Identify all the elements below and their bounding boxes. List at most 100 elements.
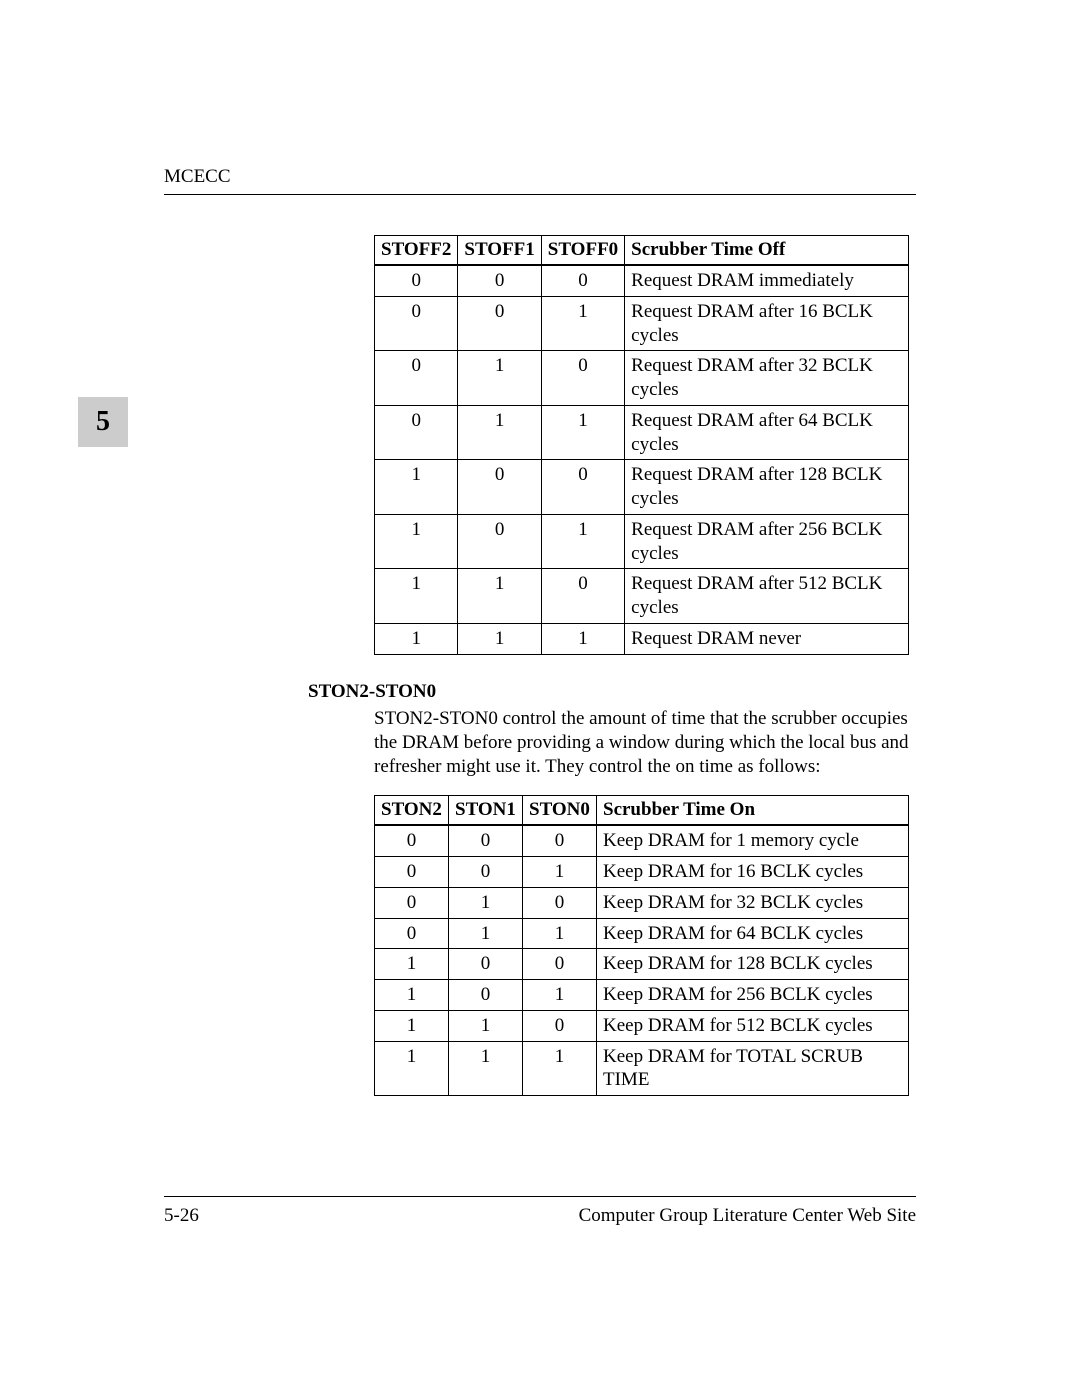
cell: 0 <box>449 949 523 980</box>
cell: 1 <box>458 351 541 406</box>
table-row: 1 0 1 Request DRAM after 256 BCLK cycles <box>375 514 909 569</box>
table-row: 0 1 0 Request DRAM after 32 BCLK cycles <box>375 351 909 406</box>
cell: 0 <box>375 265 458 296</box>
cell: Keep DRAM for 256 BCLK cycles <box>597 980 909 1011</box>
cell: 1 <box>375 980 449 1011</box>
cell: 0 <box>375 887 449 918</box>
cell: 1 <box>449 1041 523 1096</box>
header-rule <box>164 194 916 195</box>
cell: Request DRAM after 128 BCLK cycles <box>625 460 909 515</box>
cell: 0 <box>375 825 449 856</box>
cell: Request DRAM immediately <box>625 265 909 296</box>
cell: Keep DRAM for 16 BCLK cycles <box>597 857 909 888</box>
cell: Request DRAM after 256 BCLK cycles <box>625 514 909 569</box>
cell: Request DRAM never <box>625 623 909 654</box>
page: MCECC 5 STOFF2 STOFF1 STOFF0 Scrubber Ti… <box>0 0 1080 1397</box>
section-body: STON2-STON0 control the amount of time t… <box>374 707 916 780</box>
footer-right-text: Computer Group Literature Center Web Sit… <box>579 1205 916 1227</box>
cell: Request DRAM after 16 BCLK cycles <box>625 296 909 351</box>
table-row: 1 0 1 Keep DRAM for 256 BCLK cycles <box>375 980 909 1011</box>
cell: Keep DRAM for TOTAL SCRUB TIME <box>597 1041 909 1096</box>
table-row: 0 0 0 Keep DRAM for 1 memory cycle <box>375 825 909 856</box>
cell: Request DRAM after 512 BCLK cycles <box>625 569 909 624</box>
cell: 0 <box>523 887 597 918</box>
page-footer: 5-26 Computer Group Literature Center We… <box>164 1188 916 1227</box>
cell: 0 <box>541 265 624 296</box>
cell: 0 <box>523 949 597 980</box>
cell: Keep DRAM for 64 BCLK cycles <box>597 918 909 949</box>
cell: 1 <box>523 980 597 1011</box>
cell: 0 <box>541 351 624 406</box>
cell: 0 <box>523 825 597 856</box>
table-row: 1 0 0 Request DRAM after 128 BCLK cycles <box>375 460 909 515</box>
cell: 1 <box>375 1041 449 1096</box>
col-header: STON2 <box>375 796 449 826</box>
cell: 0 <box>458 296 541 351</box>
table-row: 1 1 0 Keep DRAM for 512 BCLK cycles <box>375 1010 909 1041</box>
col-header: STON0 <box>523 796 597 826</box>
cell: 0 <box>375 351 458 406</box>
table-header-row: STOFF2 STOFF1 STOFF0 Scrubber Time Off <box>375 236 909 266</box>
table-row: 0 1 1 Keep DRAM for 64 BCLK cycles <box>375 918 909 949</box>
col-header: Scrubber Time On <box>597 796 909 826</box>
section-heading: STON2-STON0 <box>308 681 916 703</box>
cell: Keep DRAM for 32 BCLK cycles <box>597 887 909 918</box>
cell: 0 <box>541 460 624 515</box>
table-row: 1 0 0 Keep DRAM for 128 BCLK cycles <box>375 949 909 980</box>
cell: 0 <box>375 405 458 460</box>
cell: 0 <box>541 569 624 624</box>
cell: 1 <box>375 569 458 624</box>
cell: 1 <box>458 405 541 460</box>
table-row: 1 1 1 Keep DRAM for TOTAL SCRUB TIME <box>375 1041 909 1096</box>
cell: 0 <box>375 918 449 949</box>
chapter-tab: 5 <box>78 397 128 447</box>
table-row: 1 1 1 Request DRAM never <box>375 623 909 654</box>
cell: 0 <box>449 825 523 856</box>
cell: 1 <box>375 623 458 654</box>
col-header: STOFF1 <box>458 236 541 266</box>
cell: 1 <box>449 887 523 918</box>
table-row: 0 0 1 Request DRAM after 16 BCLK cycles <box>375 296 909 351</box>
table-scrubber-time-on: STON2 STON1 STON0 Scrubber Time On 0 0 0… <box>374 795 909 1096</box>
cell: 0 <box>449 857 523 888</box>
col-header: STON1 <box>449 796 523 826</box>
cell: 1 <box>523 1041 597 1096</box>
page-number: 5-26 <box>164 1205 199 1227</box>
table2-wrap: STON2 STON1 STON0 Scrubber Time On 0 0 0… <box>374 795 916 1096</box>
table1-wrap: STOFF2 STOFF1 STOFF0 Scrubber Time Off 0… <box>374 235 916 655</box>
table-row: 1 1 0 Request DRAM after 512 BCLK cycles <box>375 569 909 624</box>
table-row: 0 0 1 Keep DRAM for 16 BCLK cycles <box>375 857 909 888</box>
cell: 1 <box>541 514 624 569</box>
cell: 1 <box>541 405 624 460</box>
cell: 1 <box>449 1010 523 1041</box>
cell: Keep DRAM for 128 BCLK cycles <box>597 949 909 980</box>
cell: 1 <box>541 623 624 654</box>
table-row: 0 0 0 Request DRAM immediately <box>375 265 909 296</box>
cell: 1 <box>523 918 597 949</box>
footer-rule <box>164 1196 916 1197</box>
table-row: 0 1 0 Keep DRAM for 32 BCLK cycles <box>375 887 909 918</box>
cell: 0 <box>458 460 541 515</box>
col-header: STOFF2 <box>375 236 458 266</box>
cell: 0 <box>375 857 449 888</box>
cell: 0 <box>523 1010 597 1041</box>
cell: Keep DRAM for 512 BCLK cycles <box>597 1010 909 1041</box>
cell: Request DRAM after 32 BCLK cycles <box>625 351 909 406</box>
cell: 1 <box>375 949 449 980</box>
cell: 0 <box>458 265 541 296</box>
cell: 1 <box>375 514 458 569</box>
cell: 1 <box>449 918 523 949</box>
cell: 1 <box>523 857 597 888</box>
col-header: Scrubber Time Off <box>625 236 909 266</box>
col-header: STOFF0 <box>541 236 624 266</box>
cell: 0 <box>458 514 541 569</box>
table-scrubber-time-off: STOFF2 STOFF1 STOFF0 Scrubber Time Off 0… <box>374 235 909 655</box>
cell: 1 <box>375 1010 449 1041</box>
cell: 1 <box>458 623 541 654</box>
cell: 0 <box>375 296 458 351</box>
cell: Keep DRAM for 1 memory cycle <box>597 825 909 856</box>
running-header: MCECC <box>164 166 916 188</box>
table-row: 0 1 1 Request DRAM after 64 BCLK cycles <box>375 405 909 460</box>
cell: 1 <box>375 460 458 515</box>
table-header-row: STON2 STON1 STON0 Scrubber Time On <box>375 796 909 826</box>
